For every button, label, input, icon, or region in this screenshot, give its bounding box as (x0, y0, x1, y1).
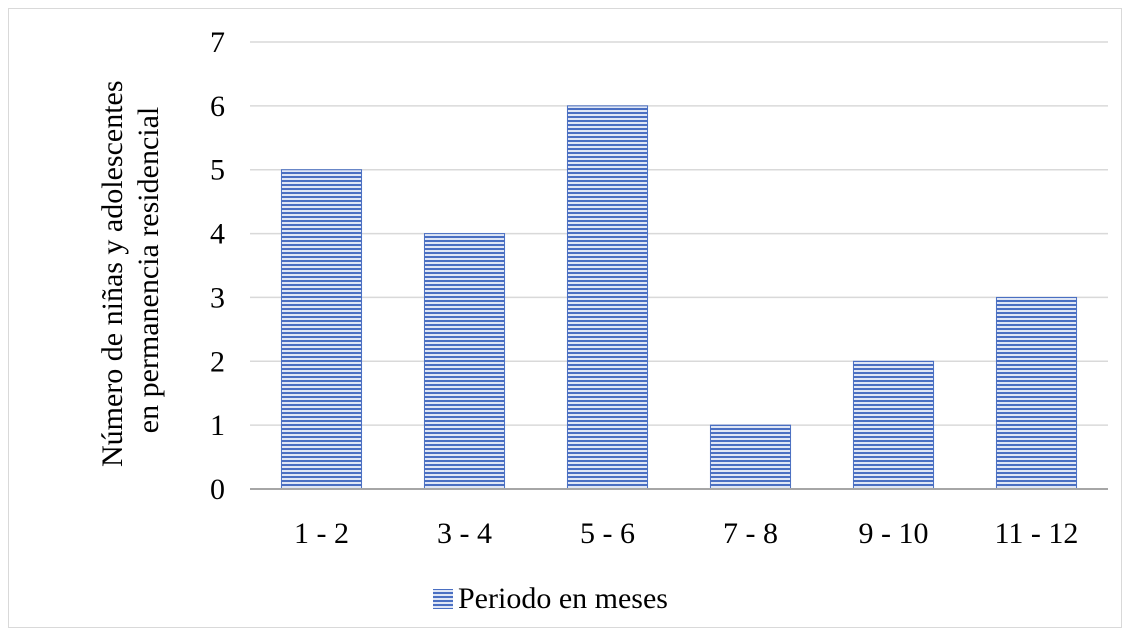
bar-1 (280, 169, 363, 490)
legend-label: Periodo en meses (458, 582, 668, 615)
legend-swatch (433, 589, 453, 609)
y-tick-label: 2 (210, 345, 225, 378)
x-tick-labels: 1 - 2 3 - 4 5 - 6 7 - 8 9 - 10 11 - 12 (294, 517, 1078, 550)
y-axis-title-line-1: Número de niñas y adolescentes (96, 80, 129, 467)
y-tick-label: 1 (210, 409, 225, 442)
gridlines (250, 41, 1108, 426)
legend: Periodo en meses (433, 582, 668, 615)
x-tick-label: 5 - 6 (580, 517, 635, 550)
x-tick-label: 1 - 2 (294, 517, 349, 550)
y-tick-label: 3 (210, 281, 225, 314)
x-tick-label: 3 - 4 (437, 517, 492, 550)
bar-2 (423, 233, 506, 490)
bars (280, 105, 1078, 490)
bar-5 (852, 360, 935, 490)
y-tick-label: 7 (210, 26, 225, 59)
bar-3 (566, 105, 649, 490)
bar-4 (709, 424, 792, 490)
y-tick-label: 4 (210, 218, 225, 251)
y-tick-label: 6 (210, 90, 225, 123)
y-tick-label: 0 (210, 473, 225, 506)
chart-frame (8, 8, 1122, 628)
bar-6 (995, 296, 1078, 490)
y-tick-label: 5 (210, 154, 225, 187)
y-tick-labels: 0 1 2 3 4 5 6 7 (210, 26, 225, 506)
y-axis-title-line-2: en permanencia residencial (132, 107, 165, 433)
x-tick-label: 11 - 12 (995, 517, 1079, 550)
x-tick-label: 9 - 10 (859, 517, 929, 550)
y-axis-title: Número de niñas y adolescentes en perman… (96, 73, 165, 467)
x-tick-label: 7 - 8 (723, 517, 778, 550)
